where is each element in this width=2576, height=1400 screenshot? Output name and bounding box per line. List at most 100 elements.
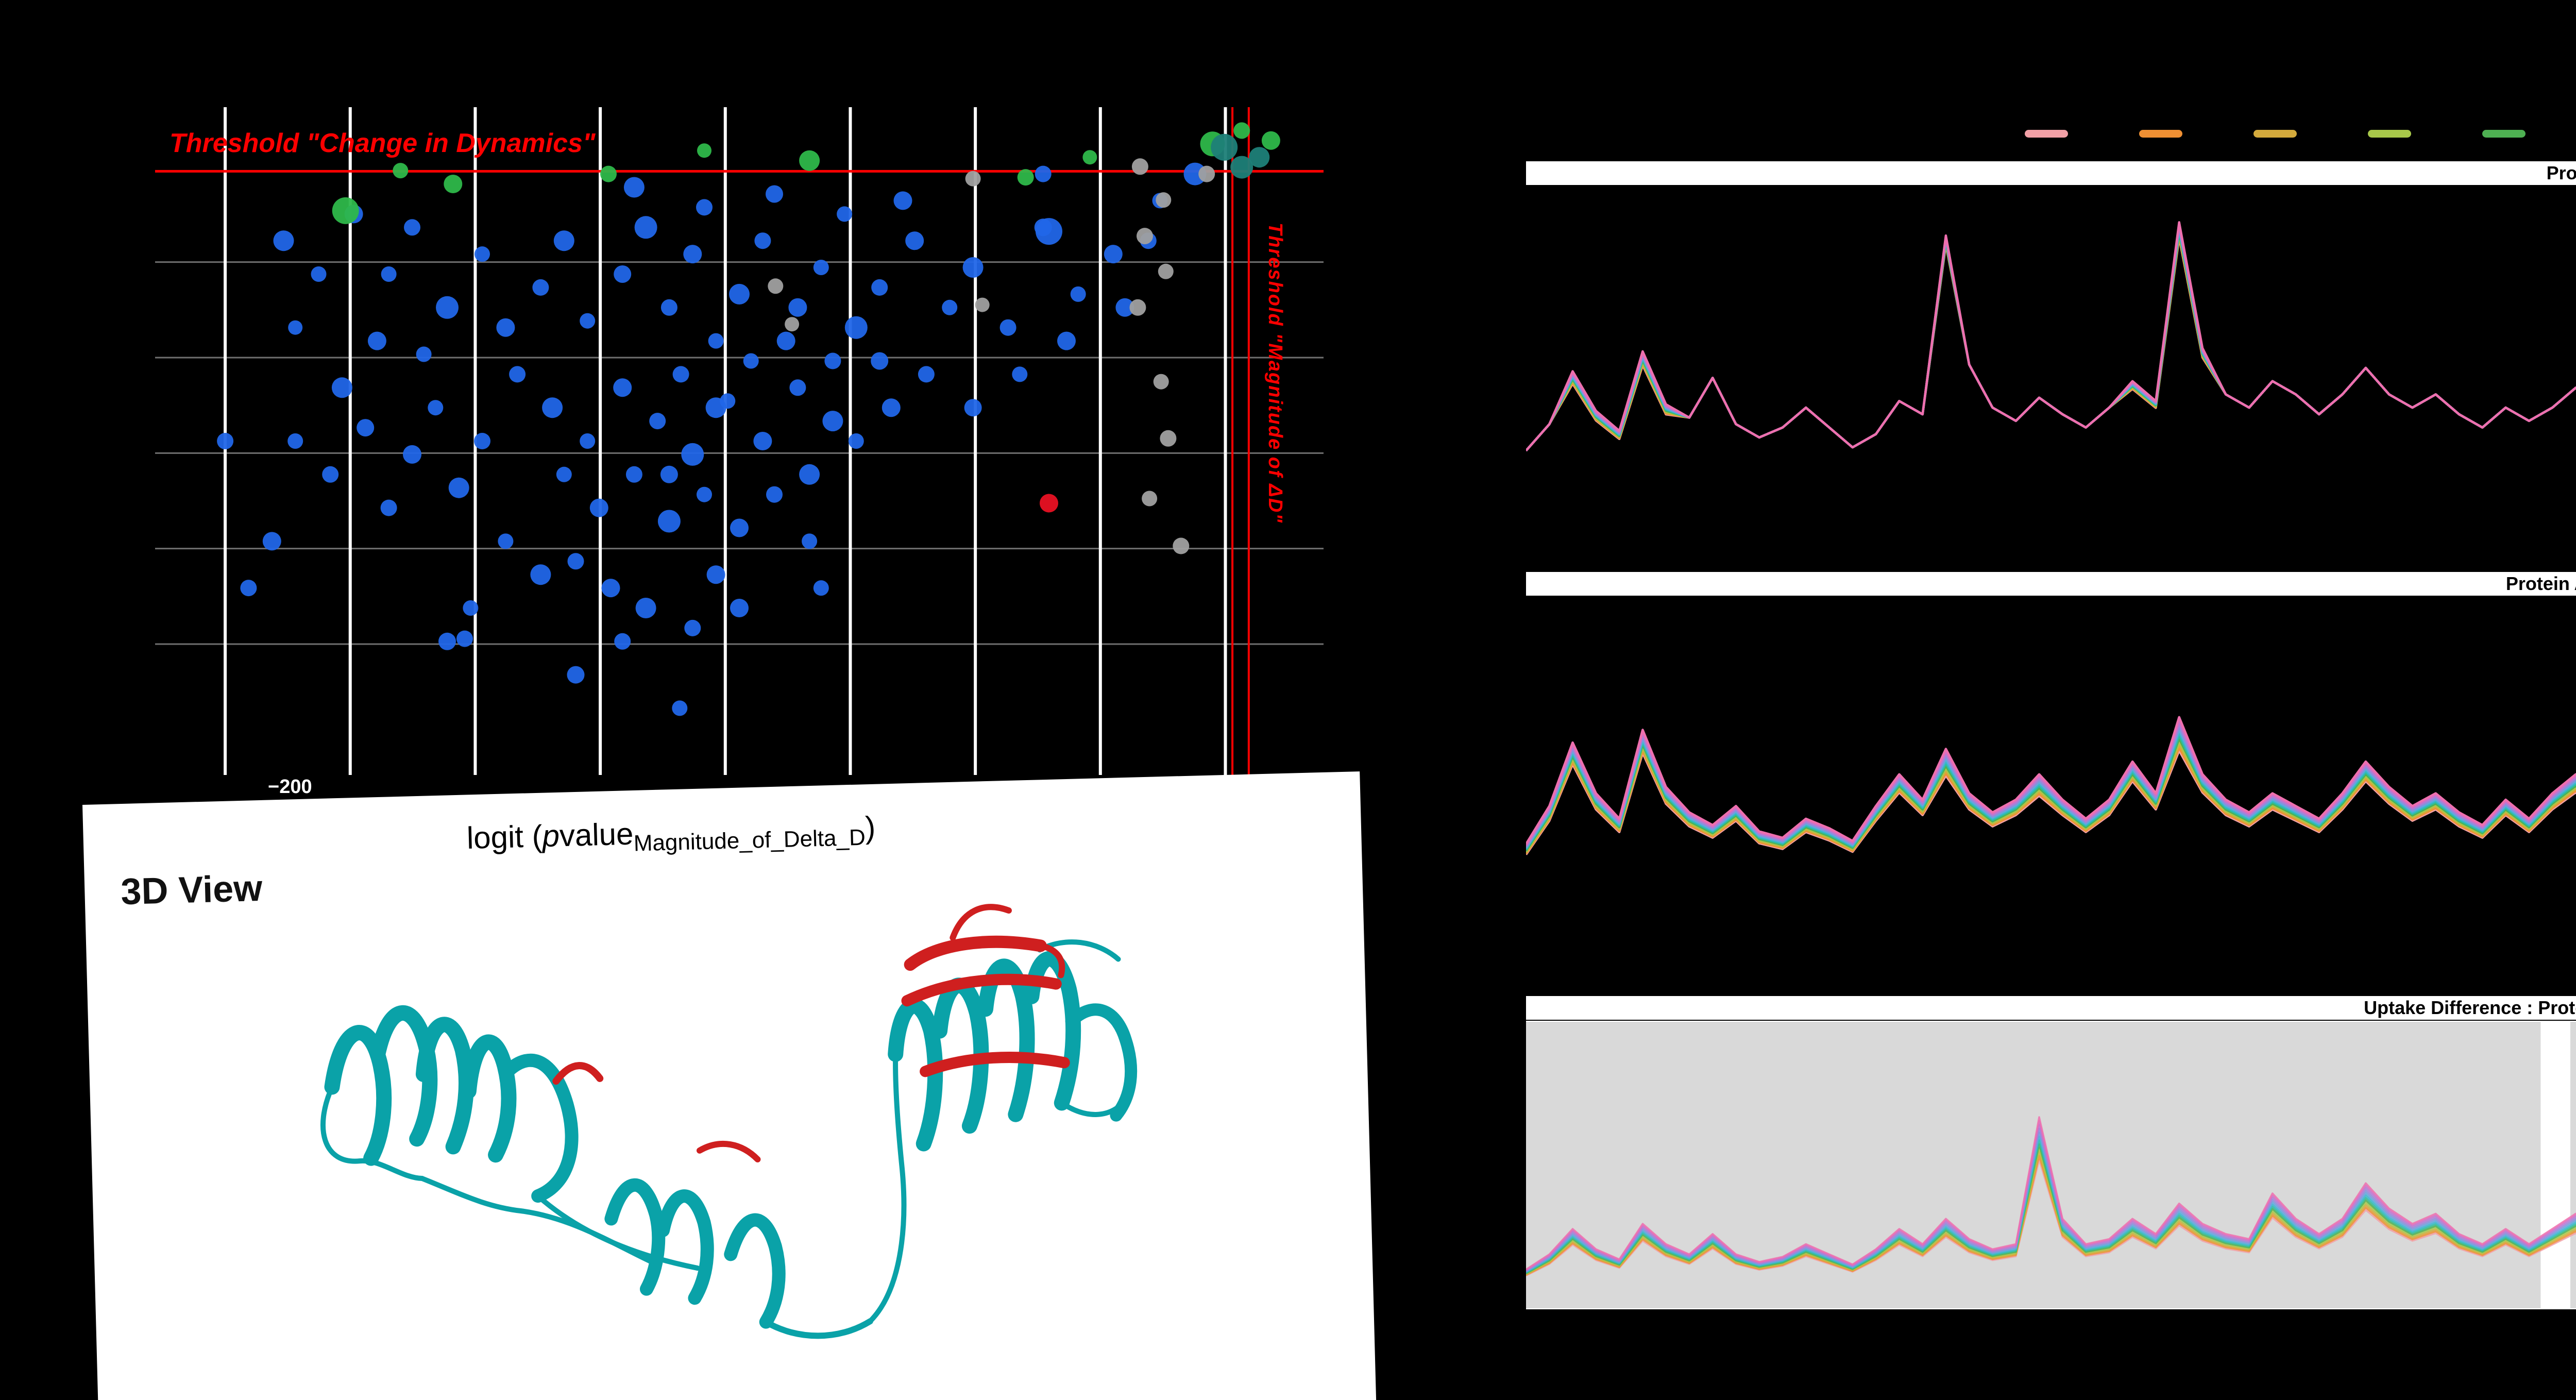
blue-point[interactable]	[729, 283, 750, 305]
blue-point[interactable]	[754, 232, 771, 249]
blue-point[interactable]	[697, 486, 712, 502]
blue-point[interactable]	[837, 206, 853, 222]
green-point[interactable]	[600, 165, 617, 182]
blue-point[interactable]	[871, 279, 888, 296]
gray-point[interactable]	[975, 297, 990, 312]
green-point[interactable]	[444, 175, 463, 193]
volcano-plot[interactable]: Threshold "Change in Dynamics" Threshold…	[155, 107, 1324, 775]
blue-point[interactable]	[708, 333, 724, 349]
blue-point[interactable]	[1183, 162, 1207, 185]
gray-point[interactable]	[1160, 430, 1177, 447]
blue-point[interactable]	[381, 266, 397, 282]
blue-point[interactable]	[918, 366, 935, 383]
blue-point[interactable]	[556, 466, 572, 482]
blue-point[interactable]	[1012, 366, 1028, 382]
green-point[interactable]	[1261, 131, 1280, 150]
blue-point[interactable]	[614, 265, 632, 283]
blue-point[interactable]	[262, 532, 281, 551]
blue-point[interactable]	[403, 445, 421, 464]
blue-point[interactable]	[601, 579, 620, 598]
blue-point[interactable]	[288, 320, 303, 335]
blue-point[interactable]	[743, 353, 759, 369]
green-point[interactable]	[697, 143, 711, 158]
blue-point[interactable]	[416, 346, 432, 362]
blue-point[interactable]	[217, 433, 234, 449]
blue-point[interactable]	[999, 319, 1016, 336]
blue-point[interactable]	[706, 565, 725, 584]
gray-point[interactable]	[1137, 228, 1153, 245]
uptake-chart-protein-a-ligand[interactable]	[1526, 597, 2576, 957]
blue-point[interactable]	[436, 296, 459, 319]
blue-point[interactable]	[613, 378, 632, 397]
blue-point[interactable]	[660, 299, 677, 316]
blue-point[interactable]	[893, 191, 912, 210]
blue-point[interactable]	[962, 257, 984, 278]
blue-point[interactable]	[672, 700, 688, 716]
blue-point[interactable]	[567, 553, 584, 570]
teal-point[interactable]	[1249, 147, 1270, 168]
blue-point[interactable]	[799, 464, 820, 485]
gray-point[interactable]	[1173, 537, 1190, 554]
blue-point[interactable]	[684, 619, 701, 636]
blue-point[interactable]	[802, 533, 818, 549]
blue-point[interactable]	[625, 466, 642, 483]
gray-point[interactable]	[1158, 263, 1174, 279]
gray-point[interactable]	[1156, 192, 1172, 208]
blue-point[interactable]	[474, 433, 490, 449]
blue-point[interactable]	[964, 399, 982, 417]
blue-point[interactable]	[496, 318, 515, 337]
green-point[interactable]	[799, 150, 820, 171]
blue-point[interactable]	[404, 219, 420, 236]
blue-point[interactable]	[498, 533, 514, 549]
blue-point[interactable]	[635, 598, 656, 618]
blue-point[interactable]	[532, 279, 549, 296]
blue-point[interactable]	[882, 398, 901, 417]
blue-point[interactable]	[813, 580, 829, 596]
blue-point[interactable]	[871, 352, 889, 370]
blue-point[interactable]	[657, 510, 681, 533]
volcano-plot-svg[interactable]	[155, 107, 1324, 775]
blue-point[interactable]	[287, 433, 303, 449]
blue-point[interactable]	[367, 331, 386, 350]
blue-point[interactable]	[240, 580, 257, 597]
blue-point[interactable]	[1115, 298, 1134, 317]
blue-point[interactable]	[683, 245, 702, 264]
blue-point[interactable]	[766, 486, 783, 503]
blue-point[interactable]	[542, 397, 563, 418]
blue-point[interactable]	[273, 230, 294, 251]
blue-point[interactable]	[357, 419, 375, 437]
green-point[interactable]	[1233, 122, 1250, 139]
blue-point[interactable]	[844, 316, 868, 339]
blue-point[interactable]	[730, 599, 749, 617]
blue-point[interactable]	[789, 379, 806, 396]
blue-point[interactable]	[1057, 331, 1076, 350]
view3d-panel[interactable]: 3D View	[82, 771, 1379, 1400]
green-point[interactable]	[332, 197, 359, 224]
blue-point[interactable]	[463, 600, 479, 616]
blue-point[interactable]	[848, 433, 864, 449]
blue-point[interactable]	[649, 413, 666, 430]
blue-point[interactable]	[942, 299, 958, 315]
blue-point[interactable]	[753, 432, 772, 450]
gray-point[interactable]	[785, 317, 800, 332]
blue-point[interactable]	[776, 331, 795, 350]
blue-point[interactable]	[730, 518, 749, 537]
gray-point[interactable]	[1153, 374, 1169, 390]
green-point[interactable]	[1082, 150, 1097, 165]
blue-point[interactable]	[788, 298, 807, 317]
gray-point[interactable]	[768, 278, 784, 294]
blue-point[interactable]	[322, 466, 339, 483]
red-point[interactable]	[1040, 494, 1058, 513]
gray-point[interactable]	[1129, 299, 1146, 316]
teal-point[interactable]	[1230, 156, 1253, 179]
blue-point[interactable]	[672, 366, 689, 383]
blue-point[interactable]	[696, 199, 713, 216]
blue-point[interactable]	[438, 632, 456, 650]
blue-point[interactable]	[1104, 245, 1123, 264]
green-point[interactable]	[1017, 169, 1034, 186]
blue-point[interactable]	[311, 266, 327, 282]
protein-ribbon[interactable]	[82, 771, 1377, 1400]
blue-point[interactable]	[822, 411, 843, 432]
uptake-difference-chart[interactable]	[1526, 1021, 2576, 1309]
blue-point[interactable]	[705, 397, 726, 418]
